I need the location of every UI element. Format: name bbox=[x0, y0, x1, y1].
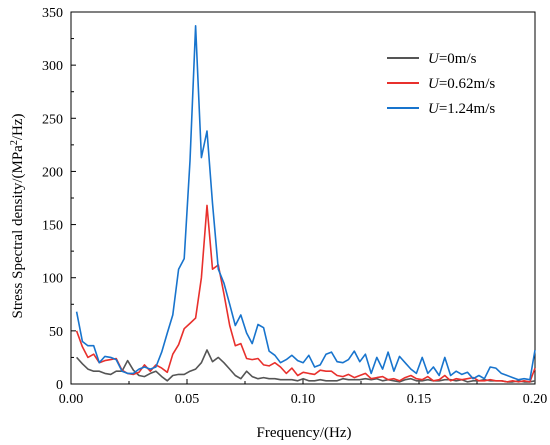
y-tick-label: 100 bbox=[42, 272, 63, 287]
y-tick-label: 250 bbox=[42, 112, 63, 127]
y-tick-label: 50 bbox=[49, 325, 63, 340]
legend-label-0: U=0m/s bbox=[428, 51, 477, 67]
series-line-2 bbox=[75, 24, 536, 381]
x-axis-title: Frequency/(Hz) bbox=[257, 425, 352, 441]
y-tick-label: 350 bbox=[42, 6, 63, 21]
legend-label-2: U=1.24m/s bbox=[428, 101, 495, 117]
series-line-1 bbox=[75, 204, 536, 383]
series-layer bbox=[75, 24, 536, 383]
tick-labels: 0.00 0.05 0.10 0.15 0.20 0 50 100 150 200 250 300 35… bbox=[42, 6, 547, 407]
plot-frame bbox=[70, 11, 536, 385]
legend-label-1: U=0.62m/s bbox=[428, 76, 495, 92]
y-tick-label: 150 bbox=[42, 219, 63, 234]
legend: U=0m/s U=0.62m/s U=1.24m/s bbox=[387, 51, 495, 117]
x-tick-label: 0.00 bbox=[59, 392, 84, 407]
x-tick-label: 0.15 bbox=[407, 392, 432, 407]
y-tick-label: 300 bbox=[42, 59, 63, 74]
y-tick-label: 0 bbox=[56, 378, 63, 393]
legend-item-0: U=0m/s bbox=[387, 51, 477, 67]
x-tick-label: 0.05 bbox=[175, 392, 200, 407]
legend-item-2: U=1.24m/s bbox=[387, 101, 495, 117]
x-tick-label: 0.10 bbox=[291, 392, 316, 407]
series-line-0 bbox=[76, 349, 536, 383]
x-tick-label: 0.20 bbox=[523, 392, 548, 407]
y-axis-title: Stress Spectral density/(MPa2/Hz) bbox=[9, 114, 27, 319]
y-tick-label: 200 bbox=[42, 165, 63, 180]
legend-item-1: U=0.62m/s bbox=[387, 76, 495, 92]
axes bbox=[70, 11, 536, 385]
